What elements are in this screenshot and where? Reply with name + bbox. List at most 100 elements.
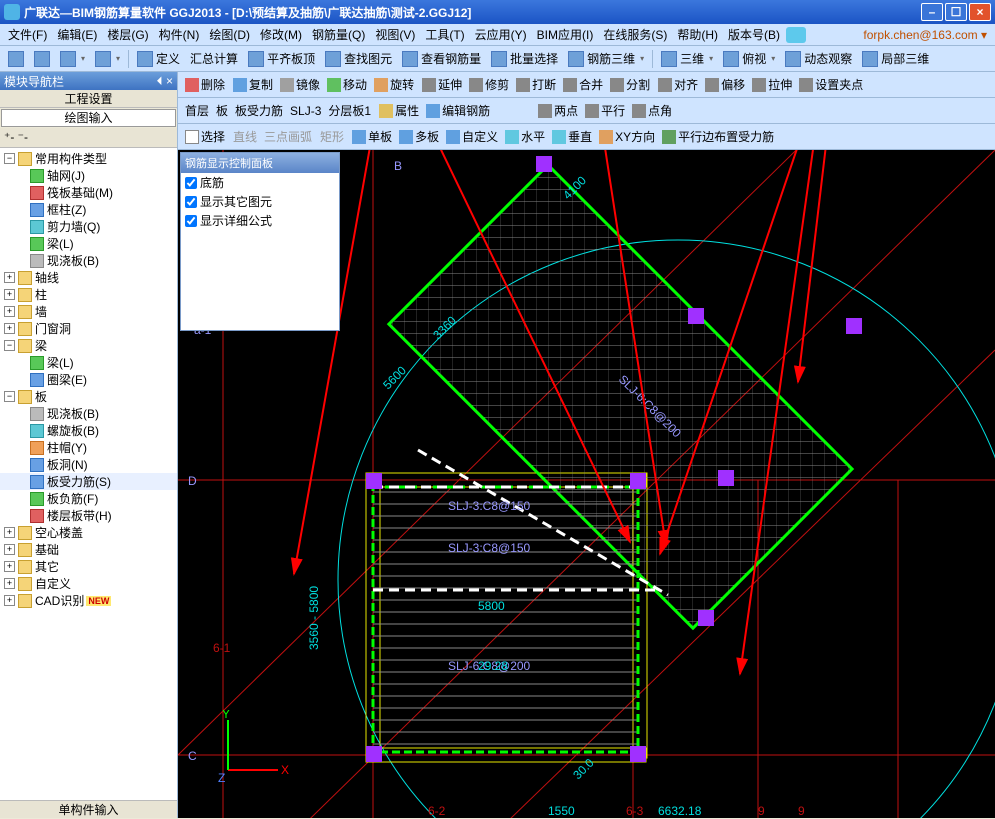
tree-label[interactable]: 框柱(Z)	[47, 201, 86, 218]
menu-rebar[interactable]: 钢筋量(Q)	[308, 24, 369, 45]
merge-button[interactable]: 合并	[560, 74, 606, 95]
redo-button[interactable]	[91, 49, 124, 69]
collapse-icon[interactable]: −	[4, 153, 15, 164]
menu-component[interactable]: 构件(N)	[155, 24, 204, 45]
expand-icon[interactable]: ⁺- ⁻-	[4, 130, 28, 144]
expand-icon[interactable]: +	[4, 578, 15, 589]
tree-label[interactable]: 空心楼盖	[35, 524, 83, 541]
xy-button[interactable]: XY方向	[596, 126, 658, 147]
component-dropdown[interactable]: 板	[213, 100, 231, 121]
flat-button[interactable]: 平齐板顶	[244, 48, 319, 69]
collapse-icon[interactable]: −	[4, 391, 15, 402]
expand-icon[interactable]: +	[4, 527, 15, 538]
menu-modify[interactable]: 修改(M)	[256, 24, 306, 45]
tree-label[interactable]: 筏板基础(M)	[47, 184, 113, 201]
extend-button[interactable]: 延伸	[419, 74, 465, 95]
view-rebar-button[interactable]: 查看钢筋量	[398, 48, 485, 69]
tree-label[interactable]: 板	[35, 388, 47, 405]
tree-label[interactable]: 剪力墙(Q)	[47, 218, 100, 235]
tree-label[interactable]: 柱帽(Y)	[47, 439, 87, 456]
name-dropdown[interactable]: SLJ-3	[287, 102, 324, 120]
stretch-button[interactable]: 拉伸	[749, 74, 795, 95]
floor-dropdown[interactable]: 首层	[182, 100, 212, 121]
save-button[interactable]	[30, 49, 54, 69]
undo-button[interactable]	[56, 49, 89, 69]
delete-button[interactable]: 删除	[182, 74, 228, 95]
align-button[interactable]: 对齐	[655, 74, 701, 95]
menu-online[interactable]: 在线服务(S)	[599, 24, 671, 45]
component-tree[interactable]: −常用构件类型 轴网(J) 筏板基础(M) 框柱(Z) 剪力墙(Q) 梁(L) …	[0, 148, 177, 800]
menu-file[interactable]: 文件(F)	[4, 24, 51, 45]
tree-label[interactable]: 圈梁(E)	[47, 371, 87, 388]
tree-label[interactable]: 其它	[35, 558, 59, 575]
menu-version[interactable]: 版本号(B)	[724, 24, 784, 45]
find-button[interactable]: 查找图元	[321, 48, 396, 69]
dynview-button[interactable]: 动态观察	[781, 48, 856, 69]
tree-label[interactable]: 板洞(N)	[47, 456, 88, 473]
tree-label[interactable]: 楼层板带(H)	[47, 507, 112, 524]
menu-view[interactable]: 视图(V)	[371, 24, 419, 45]
vert-button[interactable]: 垂直	[549, 126, 595, 147]
menu-tool[interactable]: 工具(T)	[421, 24, 468, 45]
collapse-icon[interactable]: −	[4, 340, 15, 351]
custom-button[interactable]: 自定义	[443, 126, 501, 147]
expand-icon[interactable]: +	[4, 595, 15, 606]
horiz-button[interactable]: 水平	[502, 126, 548, 147]
expand-icon[interactable]: +	[4, 323, 15, 334]
move-button[interactable]: 移动	[324, 74, 370, 95]
expand-icon[interactable]: +	[4, 272, 15, 283]
tree-label[interactable]: 梁	[35, 337, 47, 354]
mirror-button[interactable]: 镜像	[277, 74, 323, 95]
minimize-button[interactable]: –	[921, 3, 943, 21]
tree-label[interactable]: 现浇板(B)	[47, 252, 99, 269]
tree-label[interactable]: CAD识别	[35, 592, 84, 609]
tree-label[interactable]: 梁(L)	[47, 235, 74, 252]
parallel-button[interactable]: 平行	[582, 100, 628, 121]
checkbox-other[interactable]	[185, 196, 197, 208]
copy-button[interactable]: 复制	[230, 74, 276, 95]
rotate-button[interactable]: 旋转	[371, 74, 417, 95]
user-label[interactable]: forpk.chen@163.com ▾	[859, 26, 991, 44]
menu-draw[interactable]: 绘图(D)	[205, 24, 254, 45]
tree-label[interactable]: 常用构件类型	[35, 150, 107, 167]
maximize-button[interactable]: ☐	[945, 3, 967, 21]
angle-button[interactable]: 点角	[629, 100, 675, 121]
split-button[interactable]: 分割	[607, 74, 653, 95]
expand-icon[interactable]: +	[4, 289, 15, 300]
checkbox-bottom[interactable]	[185, 177, 197, 189]
tree-label[interactable]: 螺旋板(B)	[47, 422, 99, 439]
edit-rebar-button[interactable]: 编辑钢筋	[423, 100, 493, 121]
open-button[interactable]	[4, 49, 28, 69]
topview-button[interactable]: 俯视	[719, 48, 779, 69]
tree-label[interactable]: 轴线	[35, 269, 59, 286]
menu-floor[interactable]: 楼层(G)	[103, 24, 152, 45]
batch-button[interactable]: 批量选择	[487, 48, 562, 69]
define-button[interactable]: 定义	[133, 48, 184, 69]
3d-button[interactable]: 三维	[657, 48, 717, 69]
multi-button[interactable]: 多板	[396, 126, 442, 147]
tree-label[interactable]: 现浇板(B)	[47, 405, 99, 422]
edge-button[interactable]: 平行边布置受力筋	[659, 126, 777, 147]
close-button[interactable]: ×	[969, 3, 991, 21]
panel-pin-icon[interactable]: ⏴ ×	[157, 74, 173, 89]
menu-help[interactable]: 帮助(H)	[673, 24, 722, 45]
menu-bim[interactable]: BIM应用(I)	[533, 24, 598, 45]
expand-icon[interactable]: +	[4, 544, 15, 555]
offset-button[interactable]: 偏移	[702, 74, 748, 95]
tree-label[interactable]: 梁(L)	[47, 354, 74, 371]
draw-input-tab[interactable]: 绘图输入	[1, 109, 176, 127]
break-button[interactable]: 打断	[513, 74, 559, 95]
local3d-button[interactable]: 局部三维	[858, 48, 933, 69]
sum-button[interactable]: 汇总计算	[186, 48, 242, 69]
type-dropdown[interactable]: 板受力筋	[232, 100, 286, 121]
rebar-display-panel[interactable]: 钢筋显示控制面板 底筋 显示其它图元 显示详细公式	[180, 152, 340, 331]
expand-icon[interactable]: +	[4, 561, 15, 572]
tree-label[interactable]: 板受力筋(S)	[47, 473, 111, 490]
tree-label[interactable]: 轴网(J)	[47, 167, 85, 184]
tree-label[interactable]: 基础	[35, 541, 59, 558]
checkbox-detail[interactable]	[185, 215, 197, 227]
single-input-tab[interactable]: 单构件输入	[0, 800, 177, 818]
trim-button[interactable]: 修剪	[466, 74, 512, 95]
menu-cloud[interactable]: 云应用(Y)	[471, 24, 531, 45]
tree-label[interactable]: 柱	[35, 286, 47, 303]
